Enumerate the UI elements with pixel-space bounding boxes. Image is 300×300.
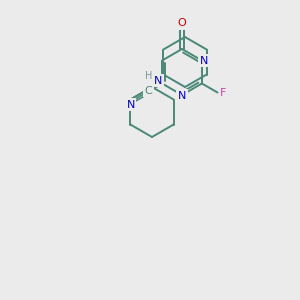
Text: N: N bbox=[178, 91, 186, 101]
Text: N: N bbox=[200, 56, 208, 65]
Text: O: O bbox=[178, 18, 186, 28]
Text: H: H bbox=[145, 71, 152, 81]
Text: C: C bbox=[145, 85, 152, 95]
Text: N: N bbox=[154, 76, 162, 86]
Text: F: F bbox=[220, 88, 227, 98]
Text: N: N bbox=[126, 100, 135, 110]
